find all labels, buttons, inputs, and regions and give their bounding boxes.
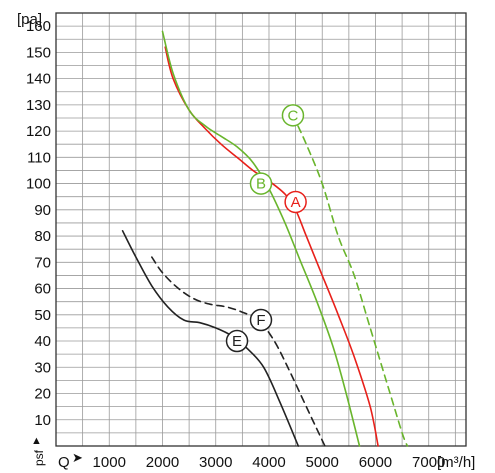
curve-f [151,256,326,447]
curve-label-e: E [225,329,249,353]
curve-label-a: A [284,190,307,214]
curve-label-text: A [291,194,301,211]
curve-label-text: C [288,107,299,124]
curve-label-circle [249,172,273,195]
y-tick-label: 140 [26,71,51,88]
y-axis-arrow-icon: ▲ [31,435,42,447]
curve-labels: A B C EF [225,104,307,353]
curve-label-c: C [281,104,305,127]
y-tick-label: 150 [26,44,51,61]
y-tick-label: 80 [34,228,51,245]
curve-label-circle [281,104,305,127]
x-axis-symbol: Q [58,454,70,471]
x-unit-label: [m³/h] [437,454,475,471]
y-tick-label: 40 [34,333,51,350]
curve-label-circle [225,329,249,353]
curve-e [121,230,300,447]
x-tick-label: 2000 [146,454,179,471]
curve-c [292,114,409,447]
curve-b [161,30,361,447]
curve-label-text: F [256,312,265,329]
y-tick-label: 30 [34,359,51,376]
tick-labels: 10 20 30 40 50 60 70 80 90 100 110 120 130 140 150 160 1… [26,18,445,471]
y-tick-label: 160 [26,18,51,35]
y-tick-label: 90 [34,202,51,219]
curve-label-b: B [249,172,273,195]
x-tick-label: 5000 [306,454,339,471]
curve-label-f: F [249,308,273,332]
y-tick-label: 70 [34,254,51,271]
performance-curves [121,30,409,447]
x-tick-label: 7000 [412,454,445,471]
x-tick-label: 3000 [199,454,232,471]
y-unit-label: [pa] [17,11,42,28]
x-axis-arrow-icon: ➤ [72,450,83,465]
y-tick-label: 120 [26,123,51,140]
curve-label-circle [284,190,307,214]
y-tick-label: 100 [26,176,51,193]
y-tick-label: 130 [26,97,51,114]
curve-label-text: E [232,333,242,350]
y-tick-label: 110 [27,149,51,166]
x-tick-label: 4000 [252,454,285,471]
y-tick-label: 20 [34,386,51,403]
y-tick-label: 50 [34,307,51,324]
curve-label-circle [249,308,273,332]
y-tick-label: 10 [34,412,51,429]
axes [55,12,467,447]
grid-lines [56,13,466,446]
x-tick-label: 1000 [93,454,126,471]
curve-label-text: B [256,176,266,193]
plot-frame [55,12,467,447]
y-tick-label: 60 [34,281,51,298]
x-tick-label: 6000 [359,454,392,471]
curve-a [164,46,379,447]
y-axis-symbol: psf [32,449,46,466]
